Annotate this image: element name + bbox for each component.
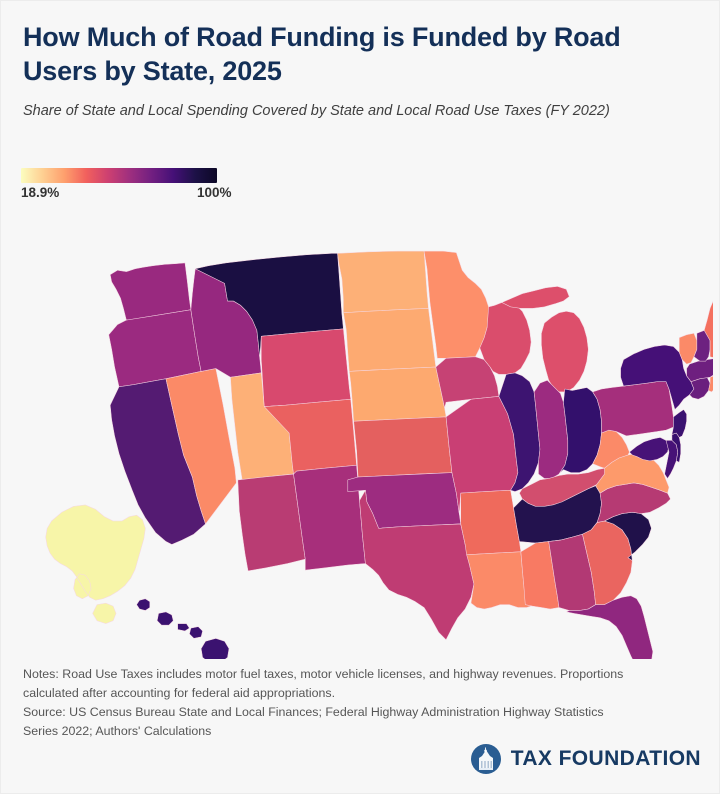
state-FL[interactable]: Florida: 63%	[566, 595, 654, 659]
state-HI-molokai[interactable]: Hawaii: 82%	[177, 623, 190, 632]
state-WA[interactable]: Washington: 67%	[109, 262, 192, 321]
state-MD[interactable]: Maryland: 80%	[629, 437, 670, 462]
logo-wordmark: TAX FOUNDATION	[510, 747, 701, 770]
state-NV[interactable]: Nevada: 34%	[165, 368, 237, 525]
state-NE[interactable]: Nebraska: 28%	[349, 366, 447, 422]
tax-foundation-logo: TAX FOUNDATION	[470, 743, 701, 775]
state-IL[interactable]: Illinois: 84%	[498, 372, 541, 492]
legend-labels: 18.9% 100%	[21, 185, 251, 203]
page-subtitle: Share of State and Local Spending Covere…	[23, 102, 610, 119]
state-VT[interactable]: Vermont: 36%	[679, 333, 698, 365]
state-HI-oahu[interactable]: Hawaii: 82%	[156, 611, 174, 626]
state-OH[interactable]: Ohio: 87%	[558, 387, 602, 475]
state-AK[interactable]: Alaska: 18.9%	[45, 504, 146, 624]
state-HI-group[interactable]: Hawaii: 82% Hawaii: 82% Hawaii: 82% Hawa…	[136, 598, 230, 659]
legend: 18.9% 100%	[21, 168, 271, 203]
state-WY[interactable]: Wyoming: 46%	[261, 328, 351, 407]
state-NJ[interactable]: New Jersey: 85%	[671, 409, 687, 438]
state-IN[interactable]: Indiana: 64%	[533, 379, 569, 479]
state-AR[interactable]: Arkansas: 40%	[460, 489, 522, 555]
us-choropleth-map: Washington: 67% Oregon: 65% California: …	[9, 207, 713, 659]
state-ND[interactable]: North Dakota: 25%	[337, 250, 429, 313]
state-KS[interactable]: Kansas: 44%	[353, 416, 453, 478]
state-PA[interactable]: Pennsylvania: 66%	[592, 381, 674, 437]
state-HI-bigisland[interactable]: Hawaii: 82%	[200, 638, 230, 659]
state-WV[interactable]: West Virginia: 35%	[592, 429, 630, 469]
footer-notes: Notes: Road Use Taxes includes motor fue…	[23, 665, 691, 740]
state-RI[interactable]: Rhode Island: 33%	[708, 376, 713, 393]
state-MA[interactable]: Massachusetts: 70%	[686, 358, 713, 382]
states-layer: Washington: 67% Oregon: 65% California: …	[45, 250, 713, 659]
state-IA[interactable]: Iowa: 48%	[435, 356, 500, 409]
notes-line-2: calculated after accounting for federal …	[23, 685, 336, 700]
legend-color-bar	[21, 168, 217, 183]
notes-line-1: Notes: Road Use Taxes includes motor fue…	[23, 667, 624, 681]
state-HI-kauai[interactable]: Hawaii: 82%	[136, 598, 151, 611]
state-MI[interactable]: Michigan: 46%	[541, 311, 589, 393]
header: How Much of Road Funding is Funded by Ro…	[23, 21, 683, 121]
state-MI-upper[interactable]: Michigan: 46%	[501, 286, 570, 309]
map-svg: Washington: 67% Oregon: 65% California: …	[45, 250, 713, 659]
state-AZ[interactable]: Arizona: 50%	[237, 473, 306, 572]
legend-min-label: 18.9%	[21, 185, 60, 200]
state-SD[interactable]: South Dakota: 27%	[343, 308, 437, 372]
source-line-1: Source: US Census Bureau State and Local…	[23, 704, 604, 719]
state-HI-maui[interactable]: Hawaii: 82%	[189, 626, 203, 639]
page-title: How Much of Road Funding is Funded by Ro…	[23, 22, 621, 86]
source-line-2: Series 2022; Authors' Calculations	[23, 723, 212, 738]
state-ME[interactable]: Maine: 38%	[703, 288, 713, 358]
legend-max-label: 100%	[197, 185, 232, 200]
state-TX[interactable]: Texas: 51%	[359, 489, 475, 641]
capitol-dome-circle-icon	[470, 744, 501, 774]
state-MN[interactable]: Minnesota: 30%	[423, 250, 491, 359]
state-NM[interactable]: New Mexico: 57%	[293, 465, 366, 571]
